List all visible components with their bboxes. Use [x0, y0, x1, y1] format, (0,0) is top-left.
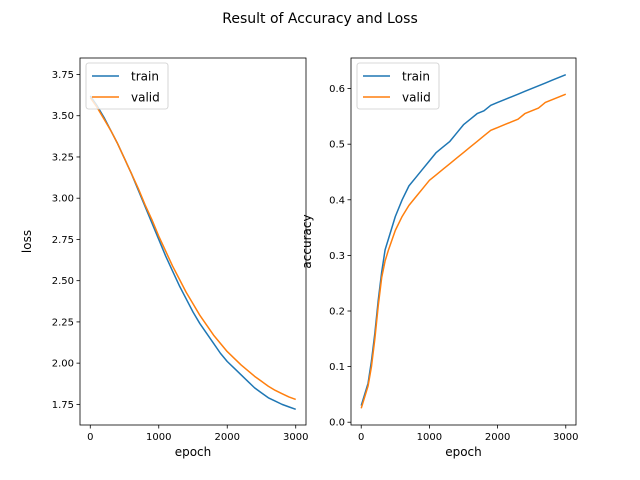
- loss-ytick-label: 3.25: [52, 152, 74, 163]
- accuracy-xtick-label: 1000: [417, 432, 442, 443]
- accuracy-xtick-label: 0: [358, 432, 364, 443]
- accuracy-xtick-label: 2000: [485, 432, 510, 443]
- accuracy-ytick-label: 0.5: [329, 140, 345, 151]
- loss-series-valid-line: [89, 97, 296, 401]
- loss-ytick-label: 3.00: [52, 194, 74, 205]
- loss-ytick-label: 2.00: [52, 359, 74, 370]
- loss-legend-label-train: train: [131, 70, 159, 84]
- loss-xtick-label: 1000: [146, 432, 171, 443]
- loss-yaxis-label: loss: [20, 230, 34, 253]
- accuracy-ytick-label: 0.4: [329, 195, 345, 206]
- accuracy-yaxis-label: accuracy: [300, 214, 314, 268]
- accuracy-legend-label-train: train: [402, 70, 430, 84]
- loss-axes-frame: [79, 57, 307, 426]
- accuracy-plot-area: [351, 58, 576, 425]
- accuracy-ytick-label: 0.2: [329, 307, 345, 318]
- accuracy-axes-frame: [350, 57, 577, 426]
- loss-xaxis-label: epoch: [175, 445, 212, 459]
- loss-ytick-label: 2.50: [52, 276, 74, 287]
- accuracy-xtick-label: 3000: [553, 432, 578, 443]
- loss-xtick-label: 2000: [215, 432, 240, 443]
- loss-panel: 0 1000 2000 3000 1.75 2.00 2.25 2.50 2.75 3.00 3.2…: [20, 57, 308, 459]
- loss-xtick-label: 0: [87, 432, 93, 443]
- accuracy-ytick-label: 0.1: [329, 362, 345, 373]
- loss-ytick-label: 3.50: [52, 111, 74, 122]
- loss-plot-area: [80, 58, 306, 425]
- accuracy-xaxis-label: epoch: [445, 445, 482, 459]
- accuracy-legend-label-valid: valid: [402, 91, 431, 105]
- accuracy-ytick-label: 0.3: [329, 251, 345, 262]
- loss-ytick-label: 3.75: [52, 70, 74, 81]
- accuracy-series-valid-line: [360, 93, 567, 409]
- accuracy-ytick-label: 0.6: [329, 84, 345, 95]
- loss-ytick-label: 2.75: [52, 235, 74, 246]
- loss-ytick-label: 2.25: [52, 317, 74, 328]
- accuracy-panel: 0 1000 2000 3000 0.0 0.1 0.2 0.3 0.4 0.5 0.6 epoch a…: [300, 57, 578, 459]
- accuracy-ytick-label: 0.0: [329, 418, 345, 429]
- loss-ytick-label: 1.75: [52, 400, 74, 411]
- figure-title: Result of Accuracy and Loss: [222, 11, 418, 27]
- loss-legend-label-valid: valid: [131, 91, 160, 105]
- loss-xtick-label: 3000: [283, 432, 308, 443]
